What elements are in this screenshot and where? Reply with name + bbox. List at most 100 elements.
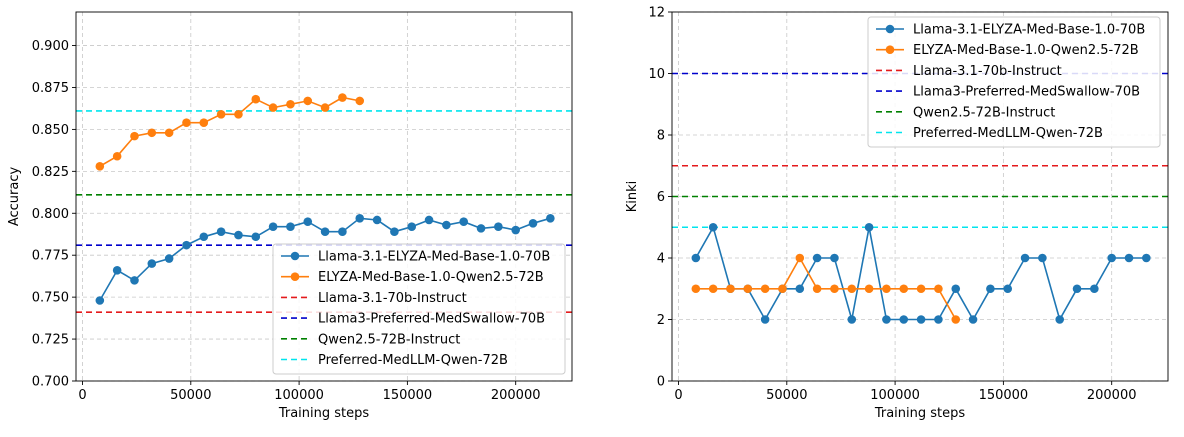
- y-tick-label: 0.725: [32, 333, 69, 348]
- data-point: [216, 110, 226, 119]
- data-point: [864, 222, 874, 232]
- legend-label: Llama3-Preferred-MedSwallow-70B: [318, 312, 545, 327]
- data-point: [147, 128, 157, 138]
- legend-label: ELYZA-Med-Base-1.0-Qwen2.5-72B: [318, 270, 544, 285]
- y-tick-label: 0.800: [32, 207, 69, 222]
- data-point: [1038, 253, 1047, 263]
- x-tick-label: 0: [78, 388, 86, 403]
- data-point: [778, 284, 787, 294]
- y-tick-label: 0.875: [32, 81, 69, 96]
- data-point: [130, 276, 139, 285]
- data-point: [708, 222, 718, 232]
- data-point: [182, 118, 191, 127]
- data-point: [546, 214, 555, 223]
- data-point: [760, 284, 770, 294]
- data-point: [1107, 253, 1116, 263]
- data-point: [812, 253, 822, 263]
- data-point: [355, 214, 365, 223]
- data-point: [164, 254, 174, 263]
- chart-panel-1: 0 50000 100000 150000 200000 0.700 0.725 0.750 0…: [7, 11, 573, 421]
- x-axis-label: Training steps: [874, 406, 966, 421]
- data-point: [130, 131, 139, 141]
- data-point: [199, 232, 209, 242]
- legend-marker: [885, 24, 895, 34]
- data-point: [812, 284, 822, 294]
- x-tick-label: 0: [674, 388, 682, 403]
- chart-panel-2: 0 50000 100000 150000 200000 0 2 4 6 8 10 12 Trainin…: [625, 6, 1169, 421]
- data-point: [795, 253, 805, 263]
- data-point: [708, 284, 718, 294]
- data-point: [199, 118, 209, 127]
- y-tick-label: 2: [657, 313, 665, 328]
- x-tick-label: 200000: [1087, 388, 1137, 403]
- data-point: [216, 227, 226, 237]
- x-tick-label: 100000: [870, 388, 920, 403]
- data-point: [338, 93, 347, 102]
- data-point: [1072, 284, 1082, 294]
- data-point: [830, 253, 839, 263]
- data-point: [986, 284, 995, 294]
- data-point: [286, 99, 295, 109]
- data-point: [968, 315, 978, 324]
- legend-label: ELYZA-Med-Base-1.0-Qwen2.5-72B: [913, 43, 1139, 58]
- legend-marker: [885, 45, 895, 54]
- data-point: [743, 284, 753, 294]
- data-point: [899, 284, 909, 294]
- y-tick-label: 8: [657, 129, 665, 144]
- data-point: [691, 284, 701, 294]
- legend-label: Llama-3.1-ELYZA-Med-Base-1.0-70B: [913, 23, 1145, 38]
- data-point: [1142, 253, 1151, 263]
- data-point: [147, 259, 157, 268]
- data-point: [795, 284, 805, 294]
- y-axis-label: Accuracy: [7, 167, 22, 227]
- data-point: [338, 227, 347, 237]
- y-tick-label: 12: [648, 6, 665, 21]
- data-point: [951, 284, 961, 294]
- legend-label: Qwen2.5-72B-Instruct: [318, 332, 460, 347]
- x-tick-label: 50000: [766, 388, 807, 403]
- y-axis-label: Kinki: [625, 181, 640, 213]
- y-tick-label: 0.850: [32, 123, 69, 138]
- data-point: [1055, 315, 1065, 324]
- data-point: [847, 284, 857, 294]
- data-point: [234, 110, 243, 119]
- series-line-llama-3-1-elyza-med-base-1-0-70b: [695, 225, 1147, 322]
- data-point: [320, 103, 330, 112]
- data-point: [864, 284, 874, 294]
- legend-label: Llama3-Preferred-MedSwallow-70B: [913, 85, 1140, 100]
- legend-marker: [290, 272, 300, 282]
- data-point: [1124, 253, 1134, 263]
- data-point: [847, 315, 857, 324]
- data-point: [934, 284, 943, 294]
- data-point: [303, 96, 313, 106]
- y-tick-label: 0.700: [32, 375, 69, 390]
- data-point: [934, 315, 943, 324]
- data-point: [268, 222, 278, 231]
- data-point: [182, 240, 191, 250]
- data-point: [320, 227, 330, 237]
- data-point: [882, 315, 891, 324]
- y-tick-label: 4: [657, 252, 665, 267]
- x-tick-label: 200000: [491, 388, 541, 403]
- data-point: [882, 284, 891, 294]
- legend-box: [272, 243, 566, 375]
- data-point: [1020, 253, 1030, 263]
- data-point: [830, 284, 839, 294]
- legend-label: Llama-3.1-70b-Instruct: [913, 64, 1062, 79]
- data-point: [442, 220, 451, 230]
- x-axis-label: Training steps: [278, 406, 370, 421]
- y-tick-label: 6: [657, 190, 665, 205]
- data-point: [372, 215, 382, 225]
- legend: Llama-3.1-ELYZA-Med-Base-1.0-70B ELYZA-Me…: [867, 16, 1161, 148]
- data-point: [251, 232, 261, 242]
- legend-marker: [290, 251, 300, 261]
- legend-label: Preferred-MedLLM-Qwen-72B: [913, 126, 1103, 141]
- data-point: [476, 224, 486, 233]
- data-point: [112, 266, 122, 275]
- y-tick-label: 0.775: [32, 249, 69, 264]
- data-point: [511, 225, 520, 235]
- plot-frame: [75, 11, 573, 382]
- y-tick-label: 0.825: [32, 165, 69, 180]
- data-point: [390, 227, 399, 237]
